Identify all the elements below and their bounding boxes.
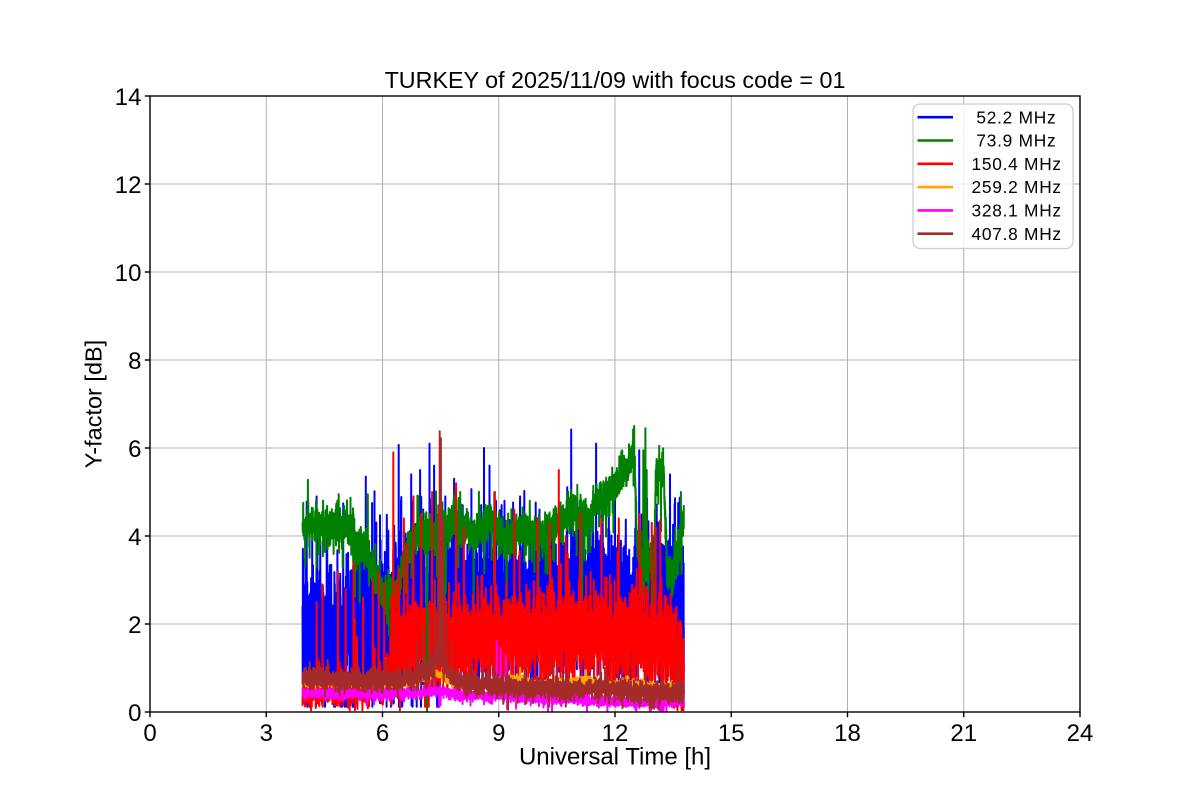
svg-text:407.8 MHz: 407.8 MHz	[972, 224, 1062, 244]
svg-text:18: 18	[834, 720, 861, 747]
svg-text:0: 0	[143, 720, 156, 747]
svg-text:12: 12	[602, 720, 629, 747]
svg-text:9: 9	[492, 720, 505, 747]
svg-text:259.2 MHz: 259.2 MHz	[972, 177, 1062, 197]
svg-text:10: 10	[115, 260, 142, 287]
svg-text:24: 24	[1067, 720, 1094, 747]
svg-text:21: 21	[950, 720, 977, 747]
svg-text:8: 8	[128, 348, 141, 375]
svg-text:2: 2	[128, 612, 141, 639]
svg-text:14: 14	[115, 84, 142, 111]
svg-text:52.2 MHz: 52.2 MHz	[976, 107, 1056, 127]
svg-text:TURKEY of 2025/11/09 with focu: TURKEY of 2025/11/09 with focus code = 0…	[385, 67, 846, 93]
svg-text:4: 4	[128, 524, 141, 551]
svg-text:15: 15	[718, 720, 745, 747]
svg-text:3: 3	[260, 720, 273, 747]
svg-text:6: 6	[376, 720, 389, 747]
svg-text:328.1 MHz: 328.1 MHz	[972, 201, 1062, 221]
svg-text:6: 6	[128, 436, 141, 463]
svg-text:Universal Time [h]: Universal Time [h]	[519, 744, 711, 771]
svg-text:73.9 MHz: 73.9 MHz	[976, 131, 1056, 151]
svg-text:12: 12	[115, 172, 142, 199]
svg-text:150.4 MHz: 150.4 MHz	[972, 154, 1062, 174]
svg-text:0: 0	[128, 700, 141, 727]
svg-text:Y-factor [dB]: Y-factor [dB]	[81, 340, 107, 468]
